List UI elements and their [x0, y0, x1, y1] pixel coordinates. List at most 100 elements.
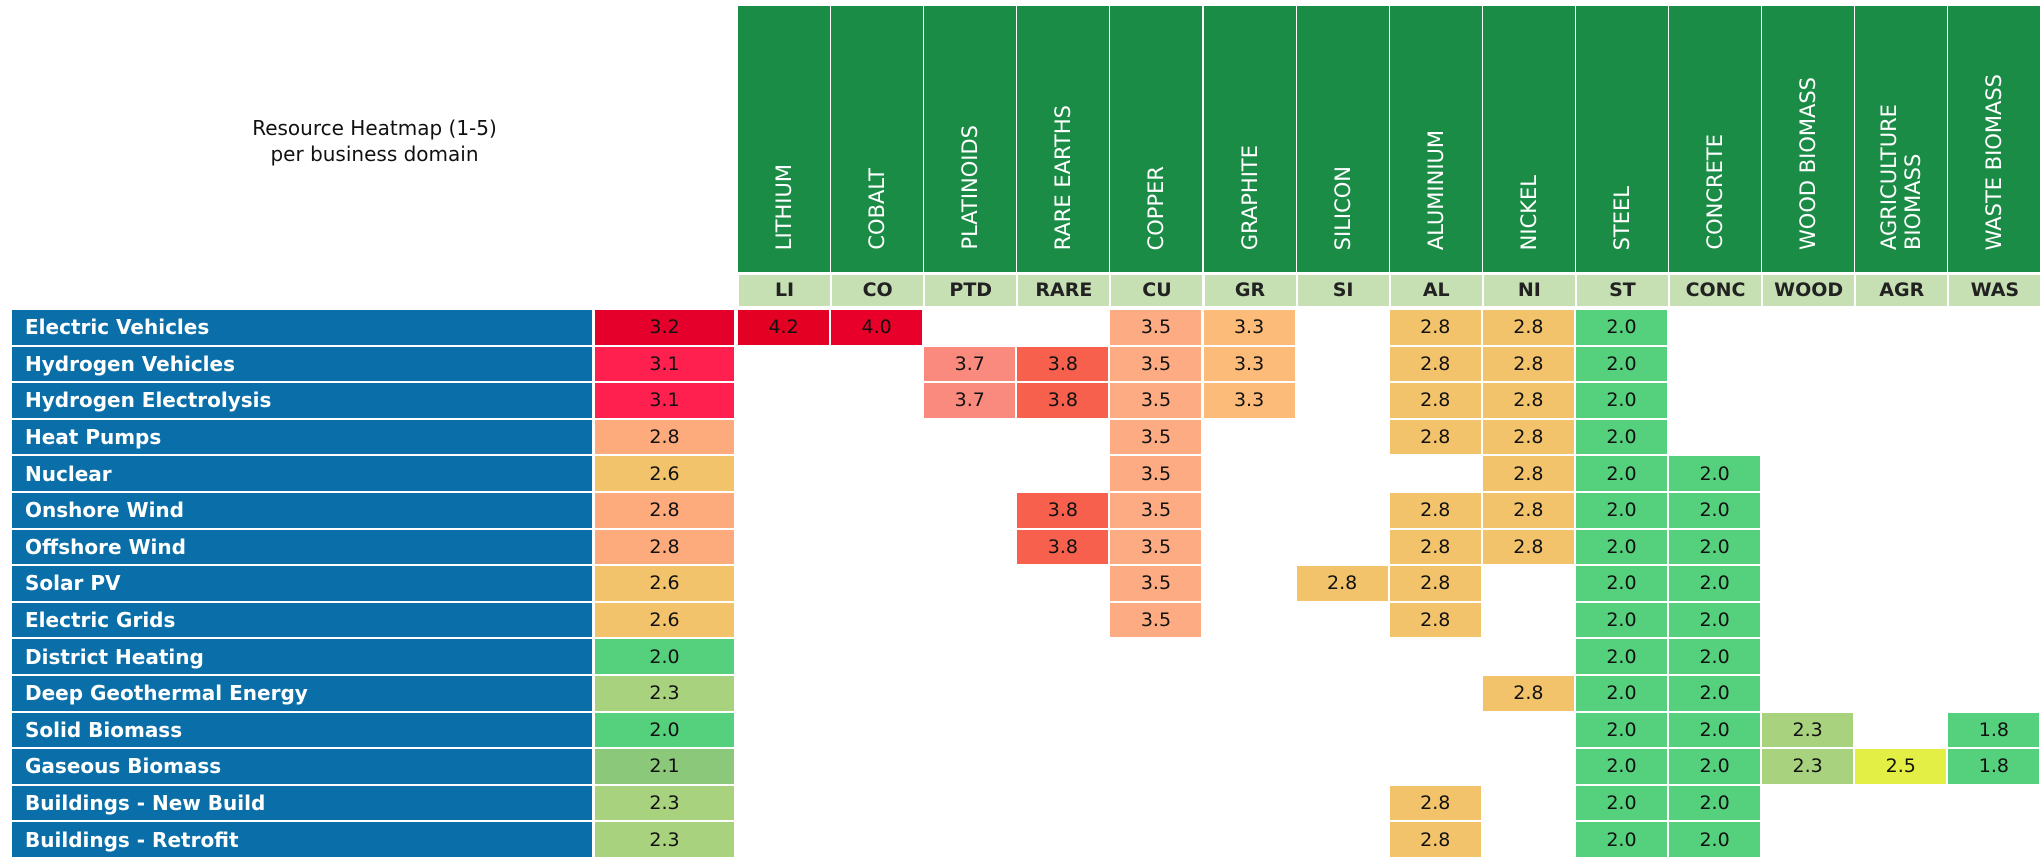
heat-cell: 1.8: [1948, 712, 2040, 748]
heat-cell: 2.0: [1669, 712, 1761, 748]
heat-cell: 2.8: [1482, 456, 1574, 491]
column-name: PLATINOIDS: [958, 125, 983, 250]
row-label: Offshore Wind: [12, 529, 592, 565]
column-abbr: WOOD: [1761, 275, 1855, 306]
heat-cell: 2.0: [1669, 785, 1761, 821]
heat-cell: 2.8: [1482, 676, 1574, 711]
column-header: ALUMINIUM: [1388, 6, 1482, 272]
heat-cell: 3.5: [1110, 602, 1202, 638]
heat-cell: 3.5: [1110, 566, 1202, 601]
heat-cell: 2.0: [1575, 749, 1667, 784]
column-name: COBALT: [865, 168, 890, 250]
row-label: Gaseous Biomass: [12, 749, 592, 784]
heat-cell: 2.0: [1669, 566, 1761, 601]
heat-cell: 3.5: [1110, 383, 1202, 418]
row-label: Onshore Wind: [12, 493, 592, 528]
heat-cell: 2.0: [1669, 749, 1761, 784]
heat-cell: 2.5: [1855, 749, 1947, 784]
average-cell: 2.6: [595, 456, 734, 491]
column-header: SILICON: [1295, 6, 1389, 272]
row-label: Hydrogen Electrolysis: [12, 383, 592, 418]
column-abbr: NI: [1481, 275, 1575, 306]
heat-cell: 2.0: [1575, 712, 1667, 748]
average-cell: 2.3: [595, 822, 734, 857]
heat-cell: 3.5: [1110, 493, 1202, 528]
column-abbr: PTD: [923, 275, 1017, 306]
column-abbr: AGR: [1854, 275, 1948, 306]
column-header: COBALT: [830, 6, 924, 272]
heat-cell: 2.0: [1575, 346, 1667, 382]
average-cell: 3.1: [595, 383, 734, 418]
average-cell: 2.8: [595, 493, 734, 528]
column-abbr: WAS: [1947, 275, 2041, 306]
title: Resource Heatmap (1-5) per business doma…: [252, 116, 497, 166]
column-header: WOOD BIOMASS: [1761, 6, 1855, 272]
row-label: Heat Pumps: [12, 419, 592, 455]
row-label: Nuclear: [12, 456, 592, 491]
heat-cell: 3.8: [1017, 529, 1109, 565]
column-name: AGRICULTURE BIOMASS: [1877, 104, 1926, 250]
average-cell: 2.3: [595, 676, 734, 711]
heat-cell: 2.0: [1575, 310, 1667, 345]
heat-cell: 2.0: [1575, 602, 1667, 638]
heat-cell: 2.0: [1669, 602, 1761, 638]
heat-cell: 2.8: [1389, 346, 1481, 382]
column-abbr: SI: [1295, 275, 1389, 306]
heat-cell: 2.0: [1575, 529, 1667, 565]
column-header: NICKEL: [1481, 6, 1575, 272]
heat-cell: 3.3: [1203, 383, 1295, 418]
column-abbr: AL: [1388, 275, 1482, 306]
heat-cell: 3.5: [1110, 456, 1202, 491]
column-header: LITHIUM: [737, 6, 831, 272]
heat-cell: 3.3: [1203, 346, 1295, 382]
heat-cell: 2.8: [1482, 419, 1574, 455]
heat-cell: 2.8: [1482, 529, 1574, 565]
average-cell: 2.0: [595, 712, 734, 748]
heat-cell: 2.0: [1575, 493, 1667, 528]
heat-cell: 3.5: [1110, 310, 1202, 345]
column-header: STEEL: [1574, 6, 1668, 272]
row-label: District Heating: [12, 639, 592, 674]
heat-cell: 3.8: [1017, 346, 1109, 382]
heat-cell: 2.8: [1389, 785, 1481, 821]
heat-cell: 3.7: [924, 346, 1016, 382]
heat-cell: 2.0: [1669, 493, 1761, 528]
heat-cell: 2.0: [1669, 639, 1761, 674]
row-label: Electric Vehicles: [12, 310, 592, 345]
heat-cell: 2.8: [1482, 493, 1574, 528]
column-header: COPPER: [1109, 6, 1203, 272]
column-header: GRAPHITE: [1202, 6, 1296, 272]
heat-cell: 2.0: [1575, 419, 1667, 455]
column-abbr: GR: [1202, 275, 1296, 306]
column-abbr: CONC: [1668, 275, 1762, 306]
column-abbr: ST: [1574, 275, 1668, 306]
heat-cell: 2.0: [1575, 639, 1667, 674]
heat-cell: 2.8: [1389, 383, 1481, 418]
column-name: RARE EARTHS: [1051, 104, 1076, 250]
column-name: LITHIUM: [772, 163, 797, 250]
row-label: Solar PV: [12, 566, 592, 601]
column-name: NICKEL: [1516, 174, 1541, 250]
heat-cell: 3.7: [924, 383, 1016, 418]
heat-cell: 2.0: [1575, 676, 1667, 711]
column-header: PLATINOIDS: [923, 6, 1017, 272]
column-name: STEEL: [1609, 185, 1634, 250]
average-cell: 2.8: [595, 419, 734, 455]
row-label: Buildings - Retrofit: [12, 822, 592, 857]
heat-cell: 3.5: [1110, 419, 1202, 455]
heat-cell: 2.8: [1389, 566, 1481, 601]
average-cell: 2.6: [595, 602, 734, 638]
heat-cell: 2.0: [1669, 822, 1761, 857]
column-abbr: RARE: [1016, 275, 1110, 306]
heat-cell: 2.0: [1575, 785, 1667, 821]
heat-cell: 2.8: [1482, 346, 1574, 382]
heat-cell: 2.0: [1669, 529, 1761, 565]
heat-cell: 2.8: [1482, 383, 1574, 418]
column-header: WASTE BIOMASS: [1947, 6, 2041, 272]
heat-cell: 2.0: [1575, 566, 1667, 601]
heat-cell: 1.8: [1948, 749, 2040, 784]
heat-cell: 2.0: [1575, 383, 1667, 418]
average-cell: 2.0: [595, 639, 734, 674]
average-cell: 2.1: [595, 749, 734, 784]
